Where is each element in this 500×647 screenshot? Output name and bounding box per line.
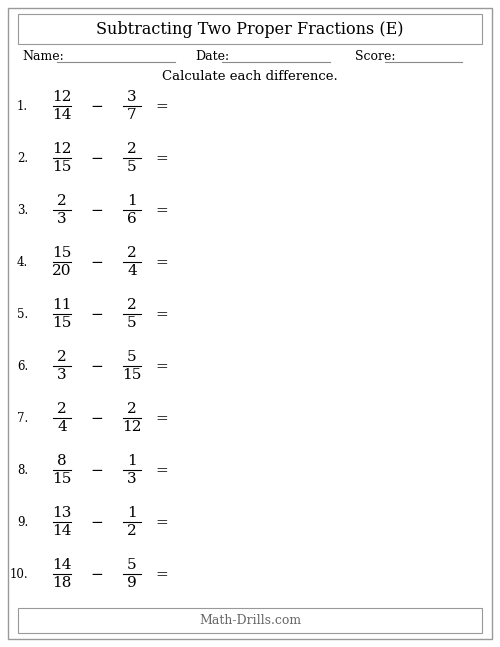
Text: 15: 15 bbox=[52, 472, 72, 486]
Text: 2: 2 bbox=[127, 402, 137, 416]
Text: 11: 11 bbox=[52, 298, 72, 312]
Text: 1: 1 bbox=[127, 194, 137, 208]
Text: 18: 18 bbox=[52, 576, 72, 590]
Text: 3: 3 bbox=[127, 90, 137, 104]
Text: 2: 2 bbox=[127, 298, 137, 312]
Text: 12: 12 bbox=[52, 90, 72, 104]
Text: 3: 3 bbox=[57, 212, 67, 226]
Text: 2: 2 bbox=[57, 350, 67, 364]
Text: =: = bbox=[156, 464, 168, 478]
Text: −: − bbox=[90, 152, 104, 166]
Text: =: = bbox=[156, 568, 168, 582]
Text: =: = bbox=[156, 360, 168, 374]
Text: 13: 13 bbox=[52, 506, 72, 520]
Text: 1: 1 bbox=[127, 454, 137, 468]
Text: 1.: 1. bbox=[17, 100, 28, 113]
Text: −: − bbox=[90, 516, 104, 530]
Text: 15: 15 bbox=[52, 316, 72, 330]
Text: Name:: Name: bbox=[22, 50, 64, 63]
Text: 8.: 8. bbox=[17, 463, 28, 476]
Text: 5: 5 bbox=[127, 160, 137, 174]
Text: 3: 3 bbox=[127, 472, 137, 486]
Text: 2: 2 bbox=[127, 524, 137, 538]
Text: 2: 2 bbox=[127, 142, 137, 156]
Text: 7.: 7. bbox=[17, 411, 28, 424]
Text: −: − bbox=[90, 464, 104, 478]
Text: −: − bbox=[90, 256, 104, 270]
Text: =: = bbox=[156, 204, 168, 218]
Text: 4: 4 bbox=[57, 420, 67, 434]
Text: 5: 5 bbox=[127, 350, 137, 364]
Text: 8: 8 bbox=[57, 454, 67, 468]
Text: 15: 15 bbox=[52, 246, 72, 260]
Text: Date:: Date: bbox=[195, 50, 229, 63]
Text: 2: 2 bbox=[57, 194, 67, 208]
Text: 5.: 5. bbox=[17, 307, 28, 320]
Text: Subtracting Two Proper Fractions (E): Subtracting Two Proper Fractions (E) bbox=[96, 21, 404, 39]
Text: 14: 14 bbox=[52, 558, 72, 572]
Text: 14: 14 bbox=[52, 524, 72, 538]
Text: −: − bbox=[90, 412, 104, 426]
Text: 3: 3 bbox=[57, 368, 67, 382]
Text: Math-Drills.com: Math-Drills.com bbox=[199, 615, 301, 628]
Text: 20: 20 bbox=[52, 264, 72, 278]
Text: −: − bbox=[90, 360, 104, 374]
Text: =: = bbox=[156, 412, 168, 426]
Text: 9: 9 bbox=[127, 576, 137, 590]
Text: 10.: 10. bbox=[10, 567, 28, 580]
Text: −: − bbox=[90, 204, 104, 218]
Text: 9.: 9. bbox=[17, 516, 28, 529]
Text: 4.: 4. bbox=[17, 256, 28, 269]
Text: −: − bbox=[90, 308, 104, 322]
Text: =: = bbox=[156, 152, 168, 166]
Text: =: = bbox=[156, 100, 168, 114]
Text: 2.: 2. bbox=[17, 151, 28, 164]
Text: 2: 2 bbox=[57, 402, 67, 416]
Text: −: − bbox=[90, 568, 104, 582]
Text: =: = bbox=[156, 256, 168, 270]
Text: =: = bbox=[156, 308, 168, 322]
Bar bbox=[18, 608, 482, 633]
Text: 4: 4 bbox=[127, 264, 137, 278]
Text: 5: 5 bbox=[127, 558, 137, 572]
Text: 2: 2 bbox=[127, 246, 137, 260]
Text: 6.: 6. bbox=[17, 360, 28, 373]
Text: Score:: Score: bbox=[355, 50, 396, 63]
Bar bbox=[18, 14, 482, 44]
Text: 1: 1 bbox=[127, 506, 137, 520]
Text: 6: 6 bbox=[127, 212, 137, 226]
Text: 3.: 3. bbox=[17, 204, 28, 217]
Text: 12: 12 bbox=[52, 142, 72, 156]
Text: 15: 15 bbox=[122, 368, 142, 382]
Text: 12: 12 bbox=[122, 420, 142, 434]
Text: =: = bbox=[156, 516, 168, 530]
Text: Calculate each difference.: Calculate each difference. bbox=[162, 69, 338, 83]
Text: 15: 15 bbox=[52, 160, 72, 174]
Text: 14: 14 bbox=[52, 108, 72, 122]
Text: −: − bbox=[90, 100, 104, 114]
Text: 5: 5 bbox=[127, 316, 137, 330]
Text: 7: 7 bbox=[127, 108, 137, 122]
